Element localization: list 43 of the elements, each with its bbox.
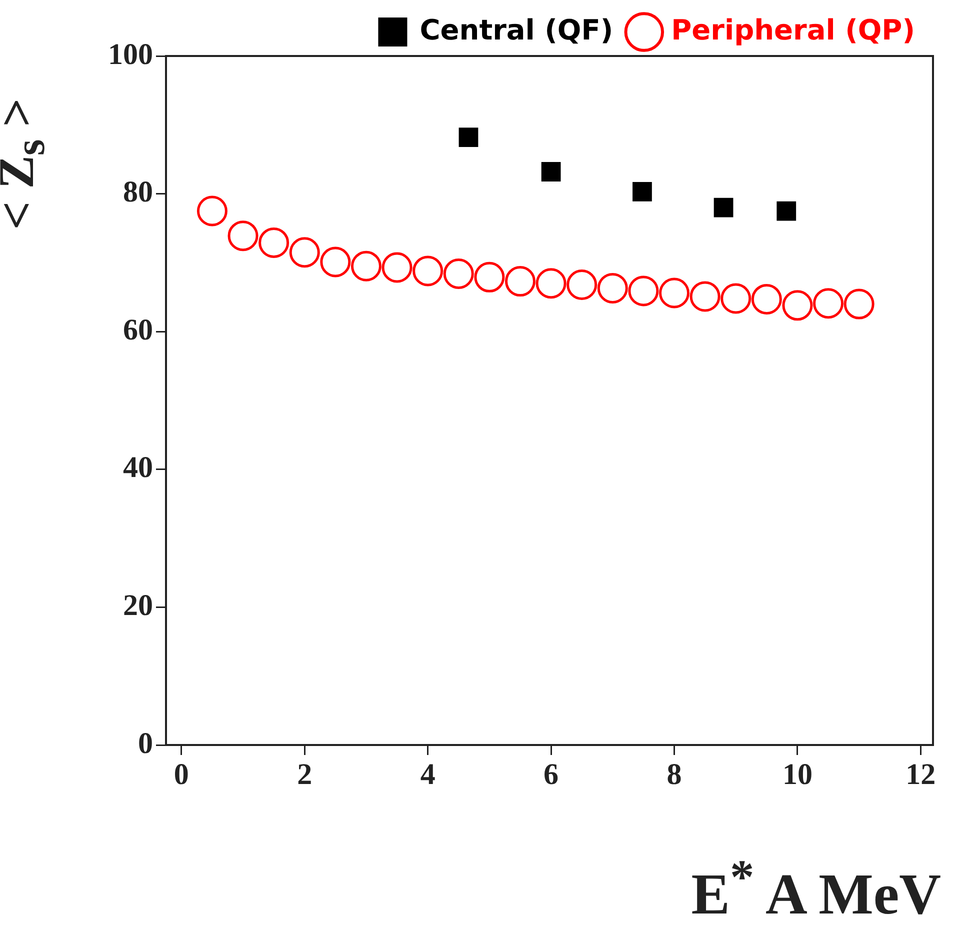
legend-label: Central (QF) <box>420 13 614 46</box>
y-tick-label: 100 <box>108 38 153 71</box>
point <box>258 227 290 258</box>
x-axis-title: E$^{*}$ A MeV <box>691 850 941 927</box>
point <box>690 281 720 312</box>
point <box>412 256 444 286</box>
point <box>458 128 478 147</box>
y-tick-label: 0 <box>138 726 153 760</box>
y-tick-label: 20 <box>123 588 153 622</box>
point <box>813 288 844 319</box>
point <box>632 182 652 202</box>
point <box>597 272 628 304</box>
point <box>628 276 659 306</box>
point <box>536 268 566 299</box>
point <box>289 237 320 268</box>
point <box>474 262 505 292</box>
x-tick-label: 0 <box>174 758 189 791</box>
y-tick-label: 60 <box>123 313 153 346</box>
point <box>320 246 351 278</box>
point <box>196 196 228 226</box>
y-tick-label: 80 <box>123 176 153 209</box>
x-tick-label: 6 <box>544 758 559 791</box>
point <box>443 258 474 289</box>
point <box>720 283 752 314</box>
x-tick-label: 8 <box>666 758 682 791</box>
point <box>659 278 690 308</box>
y-tick-label: 40 <box>123 451 153 484</box>
point <box>350 250 382 282</box>
point <box>782 290 813 321</box>
point <box>566 270 598 300</box>
x-tick-label: 2 <box>297 758 312 791</box>
point <box>228 220 258 252</box>
point <box>504 266 536 297</box>
point <box>751 284 782 314</box>
point <box>776 201 796 221</box>
x-tick-label: 12 <box>906 758 936 791</box>
point <box>844 288 874 320</box>
x-tick-label: 10 <box>782 758 812 791</box>
point <box>541 162 561 182</box>
x-tick-label: 4 <box>420 758 436 791</box>
point <box>382 252 412 283</box>
point <box>714 198 734 218</box>
legend-label: Peripheral (QP) <box>671 13 916 46</box>
